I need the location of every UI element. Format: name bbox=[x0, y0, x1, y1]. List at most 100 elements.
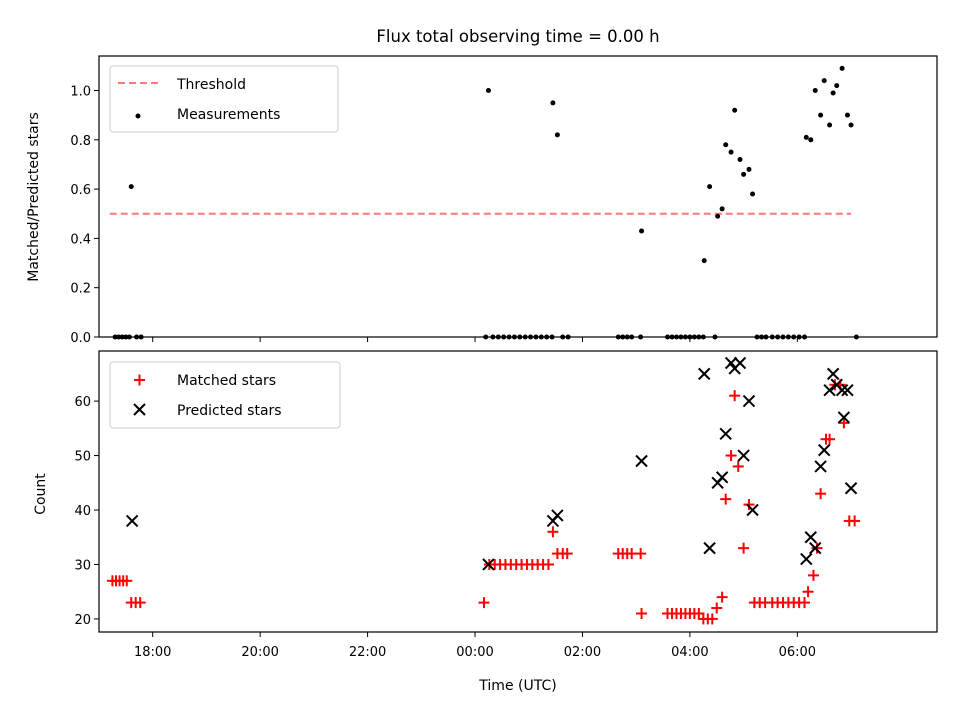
bottom-legend: Matched stars Predicted stars bbox=[109, 361, 341, 429]
top-x-ticks bbox=[152, 337, 798, 342]
bottom-marks bbox=[106, 356, 861, 625]
predicted-point bbox=[746, 503, 759, 517]
matched-point bbox=[547, 526, 559, 538]
measurement-point bbox=[821, 78, 827, 84]
top-legend-box bbox=[109, 65, 339, 133]
predicted-point bbox=[719, 427, 732, 440]
matched-point bbox=[743, 499, 755, 511]
measurement-point bbox=[707, 184, 713, 190]
matched-point bbox=[561, 548, 573, 560]
matched-point bbox=[716, 591, 728, 603]
y-tick-label: 40 bbox=[74, 504, 91, 519]
matched-point bbox=[720, 493, 732, 505]
top-legend: Threshold Measurements bbox=[109, 65, 339, 133]
threshold-legend-label: Threshold bbox=[176, 77, 246, 93]
predicted-point bbox=[125, 514, 139, 528]
predicted-legend-swatch bbox=[133, 403, 146, 416]
measurement-point bbox=[554, 132, 560, 138]
x-tick-label: 06:00 bbox=[779, 645, 816, 660]
matched-point bbox=[798, 597, 810, 609]
measurement-point bbox=[827, 122, 833, 128]
matched-point bbox=[824, 433, 836, 445]
bottom-y-ticks: 20 30 40 50 60 bbox=[74, 395, 99, 628]
measurements-legend-label: Measurements bbox=[177, 107, 280, 123]
measurement-point bbox=[550, 100, 556, 106]
y-tick-label: 50 bbox=[74, 450, 91, 465]
measurement-point bbox=[719, 206, 725, 212]
measurement-point bbox=[844, 112, 850, 118]
measurements-legend-swatch bbox=[135, 113, 141, 119]
y-tick-label: 0.6 bbox=[70, 183, 91, 198]
matched-point bbox=[706, 613, 718, 625]
predicted-point bbox=[737, 449, 750, 462]
predicted-point bbox=[823, 384, 836, 397]
x-tick-label: 18:00 bbox=[134, 645, 171, 660]
matched-point bbox=[815, 488, 827, 500]
measurement-point bbox=[732, 107, 738, 113]
predicted-point bbox=[844, 482, 858, 495]
y-tick-label: 30 bbox=[74, 558, 91, 573]
predicted-point bbox=[733, 356, 747, 370]
predicted-point bbox=[551, 509, 564, 522]
measurement-point bbox=[834, 83, 840, 89]
matched-point bbox=[711, 602, 723, 614]
bottom-panel: 20 30 40 50 60 18:00 20:00 22:00 00:00 02:00 04:0… bbox=[33, 350, 938, 694]
measurement-point bbox=[701, 258, 707, 264]
matched-legend-swatch bbox=[134, 374, 145, 386]
y-tick-label: 0.2 bbox=[70, 282, 91, 297]
measurement-point bbox=[715, 213, 721, 219]
matched-point bbox=[849, 515, 861, 527]
measurement-point bbox=[728, 149, 734, 155]
measurement-point bbox=[818, 112, 824, 118]
predicted-point bbox=[809, 541, 822, 555]
matched-point bbox=[635, 548, 647, 560]
predicted-point bbox=[724, 356, 738, 370]
measurement-point bbox=[848, 122, 854, 128]
x-tick-label: 20:00 bbox=[241, 645, 278, 660]
y-tick-label: 0.0 bbox=[70, 331, 91, 346]
predicted-point bbox=[635, 454, 648, 468]
predicted-point bbox=[837, 411, 851, 424]
predicted-point bbox=[482, 558, 495, 571]
matched-point bbox=[729, 390, 741, 402]
predicted-point bbox=[817, 443, 831, 457]
matched-point bbox=[542, 558, 554, 570]
top-panel: 0.0 0.2 0.4 0.6 0.8 1.0 Matched/Predicted sta… bbox=[26, 55, 938, 346]
y-tick-label: 0.4 bbox=[70, 232, 91, 247]
predicted-point bbox=[742, 394, 756, 408]
x-tick-label: 02:00 bbox=[564, 645, 601, 660]
matched-point bbox=[738, 542, 750, 554]
predicted-legend-label: Predicted stars bbox=[177, 403, 282, 419]
measurement-point bbox=[808, 137, 814, 143]
matched-point bbox=[732, 460, 744, 472]
matched-point bbox=[807, 569, 819, 581]
predicted-point bbox=[841, 384, 854, 397]
predicted-point bbox=[698, 367, 711, 381]
top-y-ticks: 0.0 0.2 0.4 0.6 0.8 1.0 bbox=[70, 85, 99, 346]
measurement-point bbox=[803, 134, 809, 140]
measurement-point bbox=[839, 65, 845, 71]
matched-point bbox=[478, 597, 490, 609]
matched-point bbox=[838, 417, 850, 429]
x-tick-label: 04:00 bbox=[671, 645, 708, 660]
matched-legend-label: Matched stars bbox=[177, 373, 276, 389]
measurement-point bbox=[485, 88, 491, 94]
measurement-point bbox=[750, 191, 756, 197]
x-axis-label: Time (UTC) bbox=[478, 678, 556, 694]
chart-title: Flux total observing time = 0.00 h bbox=[376, 27, 659, 46]
predicted-point bbox=[800, 552, 813, 566]
matched-point bbox=[811, 542, 823, 554]
bottom-x-ticks: 18:00 20:00 22:00 00:00 02:00 04:00 06:00 bbox=[134, 632, 816, 660]
predicted-point bbox=[703, 541, 716, 555]
bottom-legend-box bbox=[109, 361, 341, 429]
measurement-point bbox=[639, 228, 645, 234]
predicted-point bbox=[814, 460, 827, 473]
y-tick-label: 1.0 bbox=[70, 85, 91, 100]
measurement-point bbox=[741, 171, 747, 177]
y-tick-label: 20 bbox=[74, 613, 91, 628]
predicted-point bbox=[715, 471, 729, 484]
top-axes-frame bbox=[98, 55, 938, 338]
predicted-point bbox=[804, 531, 817, 544]
top-y-axis-label: Matched/Predicted stars bbox=[26, 112, 42, 282]
